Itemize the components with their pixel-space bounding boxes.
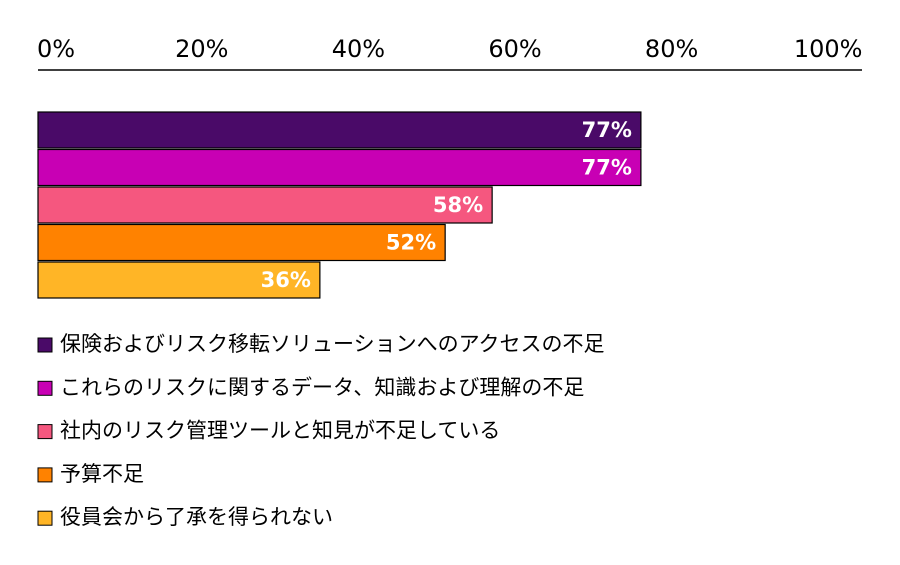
legend-label: 予算不足	[60, 462, 144, 486]
bar	[37, 111, 642, 149]
x-tick-label: 0%	[37, 35, 75, 63]
x-tick-label: 20%	[175, 35, 228, 63]
legend-swatch	[37, 380, 53, 396]
bar	[37, 186, 493, 224]
value-label: 58%	[433, 193, 483, 217]
legend-label: これらのリスクに関するデータ、知識および理解の不足	[60, 375, 584, 399]
value-label: 77%	[582, 118, 632, 142]
value-label: 36%	[261, 268, 311, 292]
x-tick-label: 60%	[488, 35, 541, 63]
legend-swatch	[37, 510, 53, 526]
legend-swatch	[37, 424, 53, 440]
x-tick-label: 80%	[645, 35, 698, 63]
bar	[37, 148, 642, 187]
legend-label: 役員会から了承を得られない	[60, 505, 333, 529]
value-label: 77%	[582, 156, 632, 180]
value-label: 52%	[386, 231, 436, 255]
bar	[37, 261, 321, 299]
legend-swatch	[37, 467, 53, 483]
x-tick-label: 100%	[794, 35, 863, 63]
x-tick-label: 40%	[332, 35, 385, 63]
bar	[37, 223, 446, 262]
legend-label: 社内のリスク管理ツールと知見が不足している	[60, 419, 500, 443]
legend-swatch	[37, 337, 53, 353]
legend-label: 保険およびリスク移転ソリューションへのアクセスの不足	[60, 332, 605, 356]
